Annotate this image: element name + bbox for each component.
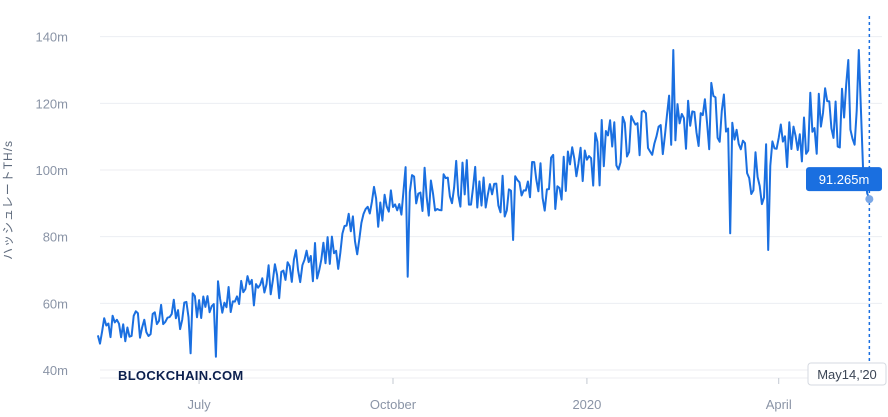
brand-logo-text: BLOCKCHAIN.COM [118,368,244,383]
value-tooltip-text: 91.265m [819,172,870,187]
x-tick-label-0: July [188,397,212,412]
x-axis-ticks: July October 2020 April [100,377,882,412]
x-tick-label-1: October [370,397,417,412]
crosshair-date-box: May14,'20 [807,362,887,386]
last-point-marker [865,195,874,204]
y-tick-label-2: 80m [43,230,68,245]
y-axis-label: ハッシュレートTH/s [1,140,15,260]
y-tick-label-3: 100m [35,163,68,178]
x-tick-label-3: April [766,397,792,412]
y-tick-label-0: 40m [43,363,68,378]
crosshair-date-label: May14,'20 [817,367,877,382]
y-axis-ticks: 40m 60m 80m 100m 120m 140m [35,30,68,378]
y-tick-label-1: 60m [43,296,68,311]
y-tick-label-4: 120m [35,96,68,111]
value-tooltip-bg [806,167,882,192]
value-tooltip: 91.265m [806,167,882,192]
x-tick-label-2: 2020 [572,397,601,412]
hashrate-series-line [96,49,871,358]
crosshair-date-bg [807,362,887,386]
y-tick-label-5: 140m [35,30,68,45]
